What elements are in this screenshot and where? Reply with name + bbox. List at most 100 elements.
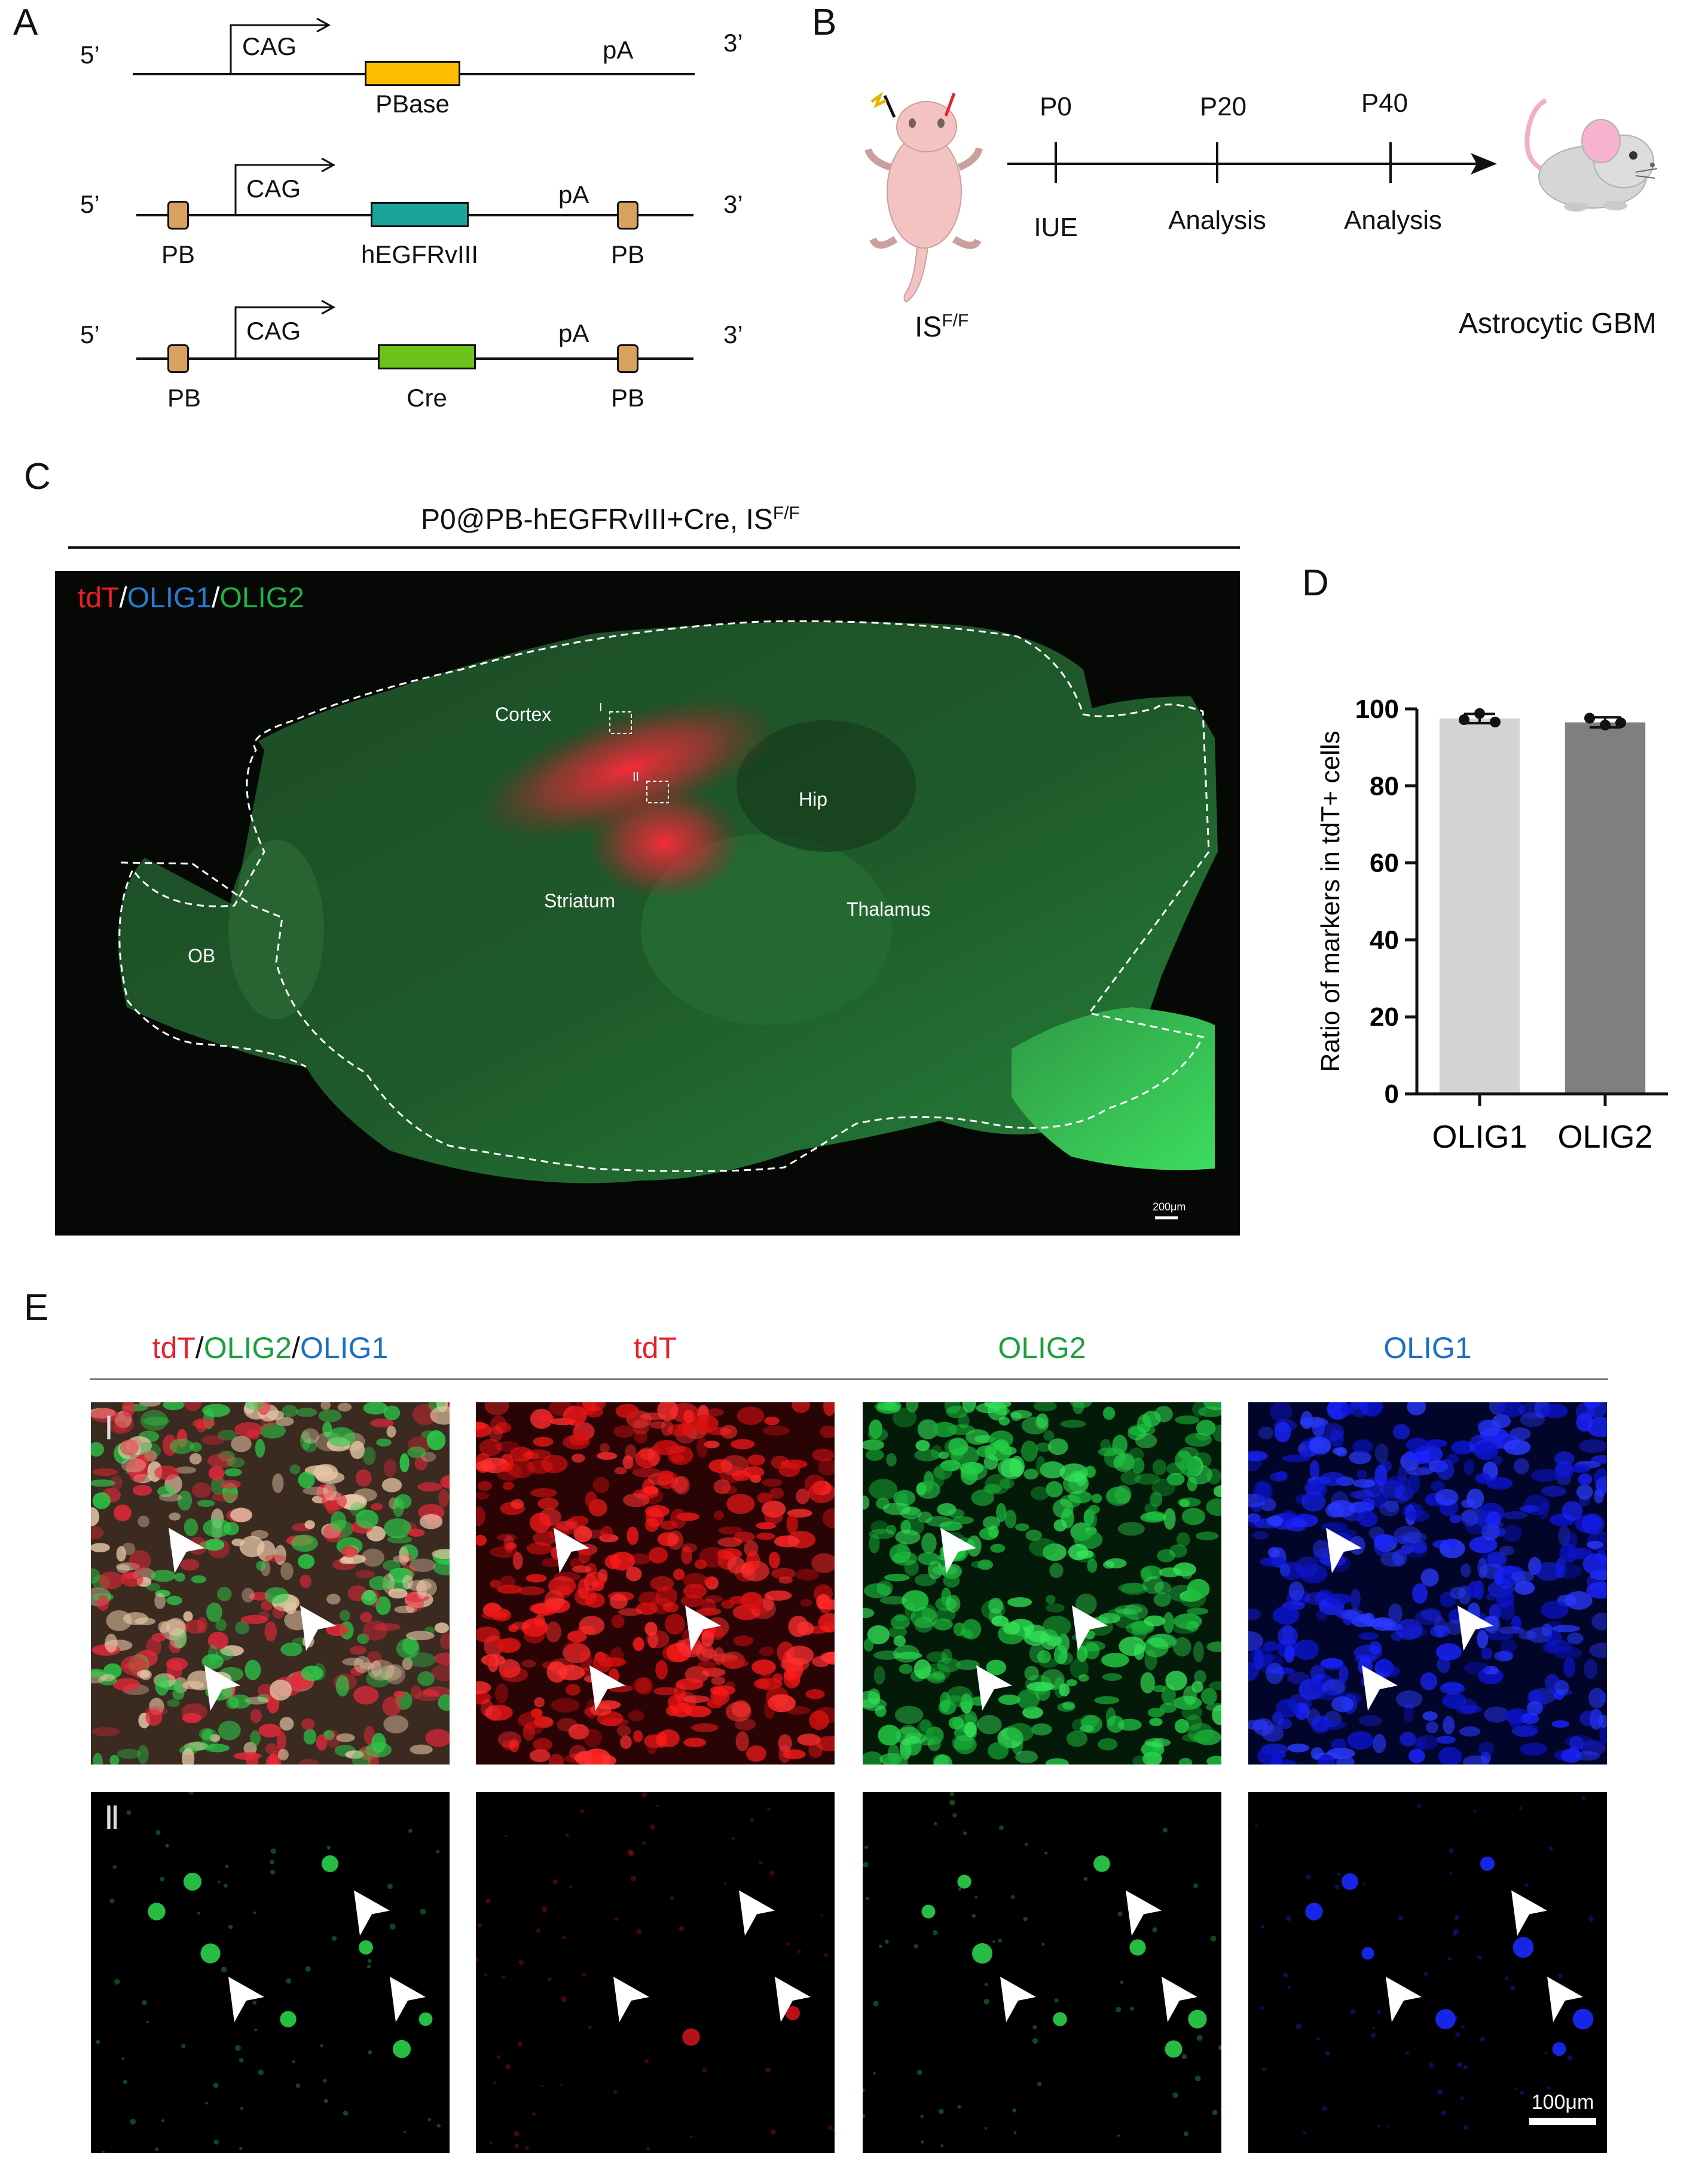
- timepoint-p0: P0: [1040, 92, 1072, 121]
- micro-scale-bar-label: 100μm: [1531, 2091, 1594, 2114]
- micrograph-ii-tdt: [476, 1792, 835, 2153]
- arrowhead-icon: [976, 1665, 1012, 1711]
- micrograph-column-header: OLIG2: [863, 1331, 1221, 1365]
- x-tick-label: OLIG1: [1432, 1119, 1527, 1155]
- five-prime-label: 5’: [80, 320, 100, 348]
- y-tick-label: 80: [1370, 772, 1399, 801]
- five-prime-label: 5’: [80, 41, 100, 69]
- micrograph-texture: [91, 1402, 450, 1765]
- gene-box: [365, 61, 460, 86]
- three-prime-label: 3’: [723, 29, 743, 57]
- header-part: OLIG2: [998, 1331, 1086, 1365]
- row-label: Ⅱ: [104, 1800, 120, 1836]
- bar-olig1: [1439, 718, 1520, 1094]
- y-tick-label: 60: [1370, 849, 1399, 878]
- micrograph-ii-olig2: [863, 1792, 1221, 2153]
- micrograph-i-merge: Ⅰ: [91, 1402, 450, 1765]
- micrograph-ii-merge: Ⅱ: [91, 1792, 450, 2153]
- bar-olig2: [1565, 722, 1646, 1094]
- pb-right-element: [617, 201, 638, 230]
- gene-box: [378, 344, 476, 369]
- micrograph-ii-olig1: 100μm: [1248, 1792, 1607, 2153]
- panel-label-a: A: [13, 2, 38, 43]
- pup-illustration-icon: [864, 91, 983, 303]
- arrowhead-icon: [1326, 1528, 1362, 1573]
- gene-label: PBase: [375, 90, 450, 118]
- region-striatum: Striatum: [544, 890, 616, 912]
- micrograph-texture: [1248, 1402, 1607, 1765]
- arrowhead-icon: [940, 1528, 976, 1573]
- panel-label-c: C: [24, 456, 51, 497]
- panel-label-d: D: [1302, 562, 1329, 604]
- y-tick-label: 40: [1370, 925, 1399, 955]
- pb-left-label: PB: [161, 240, 195, 268]
- promoter-arrow-icon: [230, 17, 331, 74]
- arrowhead-icon: [589, 1665, 625, 1711]
- data-point: [1490, 716, 1501, 727]
- three-prime-label: 3’: [723, 190, 743, 218]
- promoter-label: CAG: [246, 175, 301, 203]
- header-part: tdT: [152, 1331, 195, 1365]
- arrowhead-icon: [1386, 1976, 1422, 2022]
- panel-c-title-superscript: F/F: [772, 503, 800, 523]
- pb-left-label: PB: [167, 384, 201, 412]
- y-tick-label: 0: [1385, 1080, 1399, 1109]
- arrowhead-icon: [554, 1528, 589, 1573]
- pb-right-label: PB: [610, 384, 645, 412]
- y-axis-label: Ratio of markers in tdT+ cells: [1316, 731, 1345, 1072]
- arrowhead-icon: [228, 1976, 264, 2022]
- polya-label: pA: [558, 181, 589, 209]
- timeline-tick-p20: [1216, 142, 1218, 183]
- header-part: /: [292, 1331, 301, 1365]
- gene-box: [371, 202, 469, 227]
- header-part: OLIG1: [300, 1331, 389, 1365]
- row-label: Ⅰ: [104, 1411, 114, 1447]
- timeline-tick-p0: [1055, 142, 1057, 183]
- data-points: [1459, 708, 1626, 731]
- y-tick-label: 20: [1370, 1002, 1399, 1032]
- polya-label: pA: [558, 319, 589, 347]
- micrograph-texture: [863, 1792, 1221, 2148]
- arrowhead-icon: [775, 1976, 811, 2022]
- genotype-superscript: F/F: [942, 311, 969, 331]
- arrowhead-icon: [300, 1606, 336, 1651]
- brain-section-graphic: [118, 620, 1218, 1219]
- timeline-arrowhead-icon: [1471, 153, 1497, 175]
- gene-label: hEGFRvIII: [360, 240, 479, 268]
- stain-sep: /: [212, 582, 220, 614]
- arrowhead-icon: [1458, 1606, 1493, 1651]
- region-hip: Hip: [799, 788, 828, 810]
- arrowhead-icon: [204, 1665, 240, 1711]
- panel-label-b: B: [812, 2, 837, 43]
- micrograph-texture: [476, 1792, 835, 2151]
- timepoint-p0-event: IUE: [1034, 213, 1078, 242]
- panel-c-title: P0@PB-hEGFRvIII+Cre, ISF/F: [421, 503, 800, 536]
- micrograph-column-header: tdT: [476, 1331, 835, 1365]
- y-axis: 0 20 40 60 80 100 Ratio of markers in tdT+ cel…: [1316, 695, 1419, 1109]
- box-label-i: I: [599, 701, 603, 714]
- bars: [1439, 718, 1646, 1094]
- micrograph-column-header: OLIG1: [1248, 1331, 1607, 1365]
- arrowhead-icon: [613, 1976, 649, 2022]
- stain-olig2: OLIG2: [219, 582, 304, 614]
- stain-sep: /: [119, 582, 127, 614]
- panel-label-e: E: [24, 1287, 49, 1328]
- brain-scale-bar-label: 200μm: [1153, 1201, 1186, 1213]
- stain-tdt: tdT: [78, 582, 120, 614]
- panel-e-rule: [90, 1378, 1608, 1380]
- micrograph-texture: [96, 1792, 441, 2153]
- micrograph-i-tdt: [476, 1402, 835, 1765]
- stain-olig1: OLIG1: [127, 582, 212, 614]
- timeline-tick-p40: [1389, 142, 1392, 183]
- data-point: [1459, 714, 1469, 726]
- micro-scale-bar: [1529, 2118, 1596, 2125]
- promoter-label: CAG: [242, 32, 297, 60]
- header-part: OLIG2: [203, 1331, 292, 1365]
- mouse-illustration-icon: [1524, 98, 1658, 212]
- arrowhead-icon: [1362, 1665, 1398, 1711]
- micrograph-texture: [476, 1402, 835, 1765]
- data-point: [1615, 717, 1626, 729]
- micrograph-i-olig2: [863, 1402, 1221, 1765]
- timepoint-p20: P20: [1199, 92, 1247, 121]
- pb-left-element: [167, 344, 189, 373]
